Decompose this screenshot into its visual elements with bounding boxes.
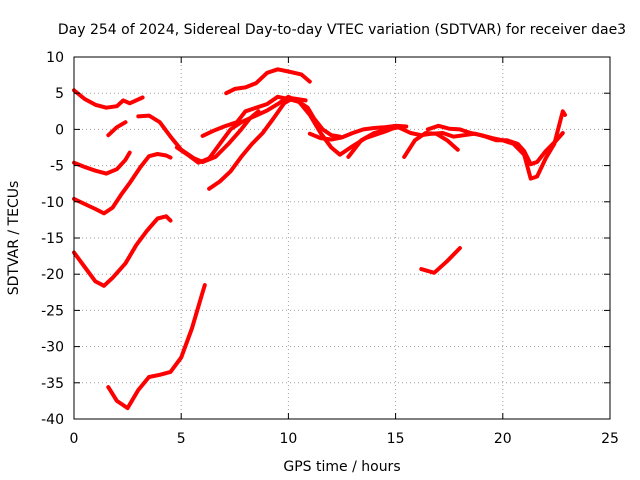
series-arc-11 <box>224 67 312 96</box>
x-tick-label: 15 <box>387 431 405 447</box>
x-tick-label: 25 <box>601 431 619 447</box>
series-arc-7 <box>106 283 207 411</box>
y-tick-label: -15 <box>41 231 64 247</box>
series-arc-13 <box>346 125 402 159</box>
x-tick-label: 0 <box>70 431 79 447</box>
y-tick-label: -20 <box>41 267 64 283</box>
x-tick-label: 10 <box>279 431 297 447</box>
series-arc-17 <box>419 246 462 275</box>
series-arc-15 <box>402 131 460 159</box>
x-tick-label: 5 <box>177 431 186 447</box>
series-arc-16 <box>425 109 567 181</box>
data-series <box>72 67 567 411</box>
series-arc-10 <box>207 96 308 191</box>
axis-ticks <box>73 56 611 420</box>
y-tick-label: -5 <box>50 159 64 175</box>
y-tick-label: -35 <box>41 376 64 392</box>
y-tick-label: -25 <box>41 303 64 319</box>
y-tick-label: 5 <box>55 86 64 102</box>
series-arc-5 <box>106 120 128 138</box>
y-axis-label: SDTVAR / TECUs <box>6 181 22 296</box>
series-arc-12 <box>307 123 409 142</box>
y-tick-label: 10 <box>46 50 64 66</box>
series-arc-9 <box>174 94 400 165</box>
series-arc-8 <box>200 94 342 139</box>
series-arc-1 <box>72 88 145 110</box>
y-tick-label: -30 <box>41 340 64 356</box>
y-tick-label: -10 <box>41 195 64 211</box>
series-arc-2 <box>72 150 132 176</box>
grid-lines <box>74 57 610 419</box>
x-axis-label: GPS time / hours <box>283 459 400 475</box>
y-tick-label: -40 <box>41 412 64 428</box>
x-tick-label: 20 <box>494 431 512 447</box>
y-tick-label: 0 <box>55 122 64 138</box>
series-arc-4 <box>72 214 173 288</box>
series-arc-3 <box>72 152 173 216</box>
chart-title: Day 254 of 2024, Sidereal Day-to-day VTE… <box>58 22 626 38</box>
